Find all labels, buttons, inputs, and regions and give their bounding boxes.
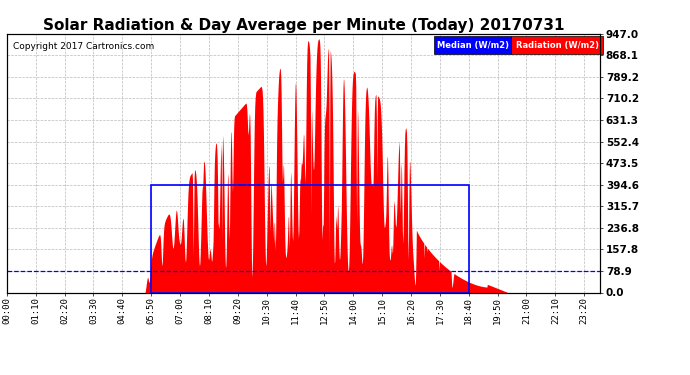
Text: Radiation (W/m2): Radiation (W/m2): [516, 41, 599, 50]
FancyBboxPatch shape: [511, 36, 603, 54]
FancyBboxPatch shape: [434, 36, 511, 54]
Text: Copyright 2017 Cartronics.com: Copyright 2017 Cartronics.com: [13, 42, 154, 51]
Bar: [151, 184, 469, 292]
Title: Solar Radiation & Day Average per Minute (Today) 20170731: Solar Radiation & Day Average per Minute…: [43, 18, 564, 33]
Text: Median (W/m2): Median (W/m2): [437, 41, 509, 50]
